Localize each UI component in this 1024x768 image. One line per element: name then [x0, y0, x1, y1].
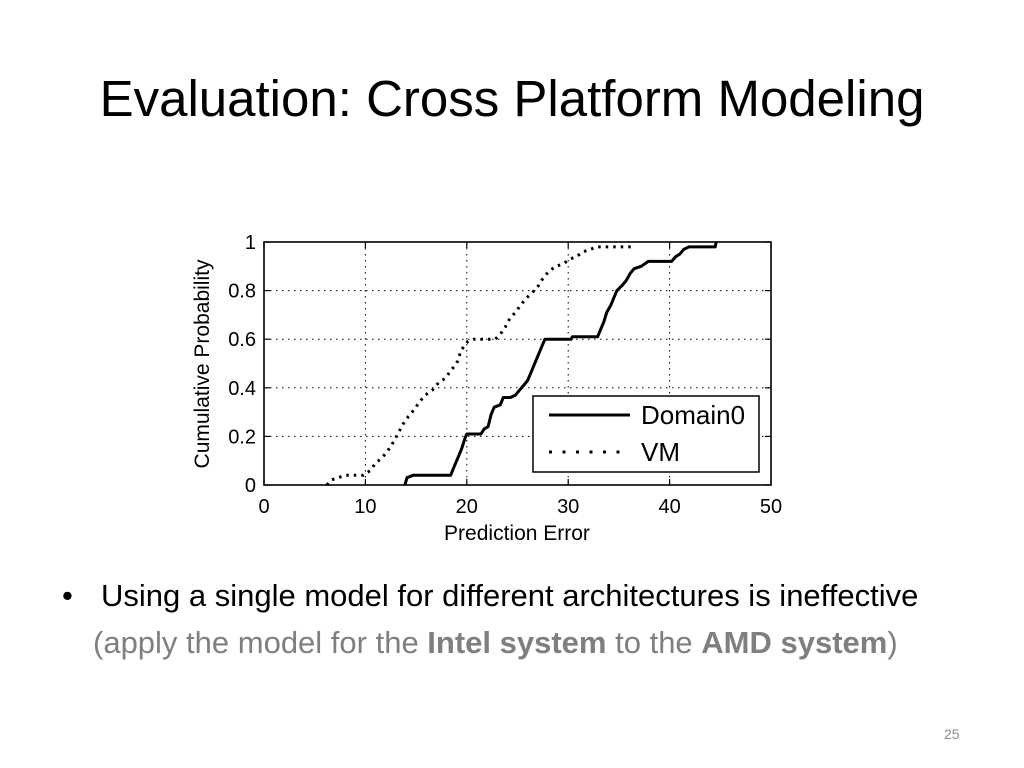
bullet-item: • Using a single model for different arc… — [0, 578, 1024, 614]
bullet-text: Using a single model for different archi… — [101, 578, 919, 613]
slide-title: Evaluation: Cross Platform Modeling — [99, 70, 925, 127]
series-line-domain0 — [403, 241, 718, 486]
y-tick-label-4: 0.8 — [228, 281, 256, 303]
tick-labels: 0 10 20 30 40 50 0 0.2 0.4 0.6 0.8 1 — [228, 232, 782, 518]
grid-lines — [264, 242, 771, 485]
legend: Domain0 VM — [532, 395, 760, 473]
page-number: 25 — [944, 726, 960, 742]
y-tick-label-2: 0.4 — [228, 378, 256, 400]
x-tick-label-0: 0 — [258, 496, 269, 518]
plot-area-frame — [263, 241, 772, 486]
series-line-vm — [325, 245, 634, 486]
y-tick-label-5: 1 — [245, 232, 256, 254]
x-tick-label-3: 30 — [557, 496, 579, 518]
x-tick-label-2: 20 — [456, 496, 478, 518]
legend-label-domain0: Domain0 — [641, 400, 745, 430]
note-text-end: ) — [887, 625, 898, 660]
y-axis-label: Cumulative Probability — [191, 259, 214, 468]
note-emphasis-intel-system: Intel system — [427, 625, 607, 660]
tick-marks — [263, 241, 772, 486]
note-text-start: (apply the model for the — [93, 625, 428, 660]
legend-box — [532, 395, 760, 473]
y-tick-label-3: 0.6 — [228, 329, 256, 351]
x-tick-label-5: 50 — [760, 496, 782, 518]
series-lines — [325, 241, 718, 486]
x-axis-label: Prediction Error — [444, 522, 590, 545]
x-tick-label-4: 40 — [658, 496, 680, 518]
note-emphasis-amd-system: AMD system — [701, 625, 888, 660]
legend-label-vm: VM — [641, 437, 680, 467]
y-tick-label-0: 0 — [245, 475, 256, 497]
x-tick-label-1: 10 — [354, 496, 376, 518]
y-tick-label-1: 0.2 — [228, 426, 256, 448]
note-text-middle: to the — [606, 625, 702, 660]
bullet-note: (apply the model for the Intel system to… — [93, 625, 898, 661]
bullet-marker: • — [62, 578, 73, 613]
cdf-chart: 0 10 20 30 40 50 0 0.2 0.4 0.6 0.8 1 Prediction Err… — [191, 232, 782, 545]
